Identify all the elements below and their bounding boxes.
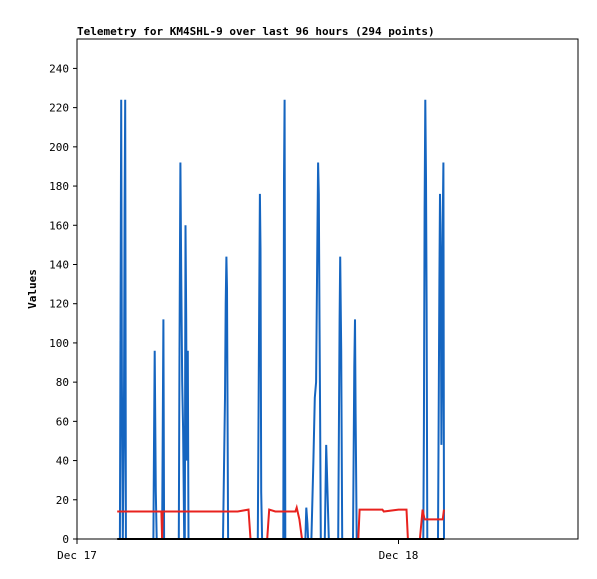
y-tick-label: 220 (49, 102, 69, 115)
y-tick-label: 80 (56, 376, 69, 389)
y-tick-label: 200 (49, 141, 69, 154)
y-tick-label: 0 (62, 533, 69, 546)
y-tick-label: 180 (49, 180, 69, 193)
y-axis: 0 20 40 60 80 100 120 140 160 180 200 220 240 (49, 62, 77, 546)
y-axis-label: Values (26, 269, 39, 309)
y-tick-label: 60 (56, 415, 69, 428)
y-tick-label: 240 (49, 62, 69, 75)
x-tick-label: Dec 17 (57, 549, 97, 562)
plot-area-frame (76, 38, 579, 540)
y-tick-label: 40 (56, 455, 69, 468)
chart-title: Telemetry for KM4SHL-9 over last 96 hour… (77, 25, 435, 38)
x-axis: Dec 17 Dec 18 (57, 539, 418, 562)
y-tick-label: 120 (49, 298, 69, 311)
y-tick-label: 160 (49, 219, 69, 232)
y-tick-label: 140 (49, 258, 69, 271)
x-tick-label: Dec 18 (379, 549, 419, 562)
y-tick-label: 100 (49, 337, 69, 350)
y-tick-label: 20 (56, 494, 69, 507)
